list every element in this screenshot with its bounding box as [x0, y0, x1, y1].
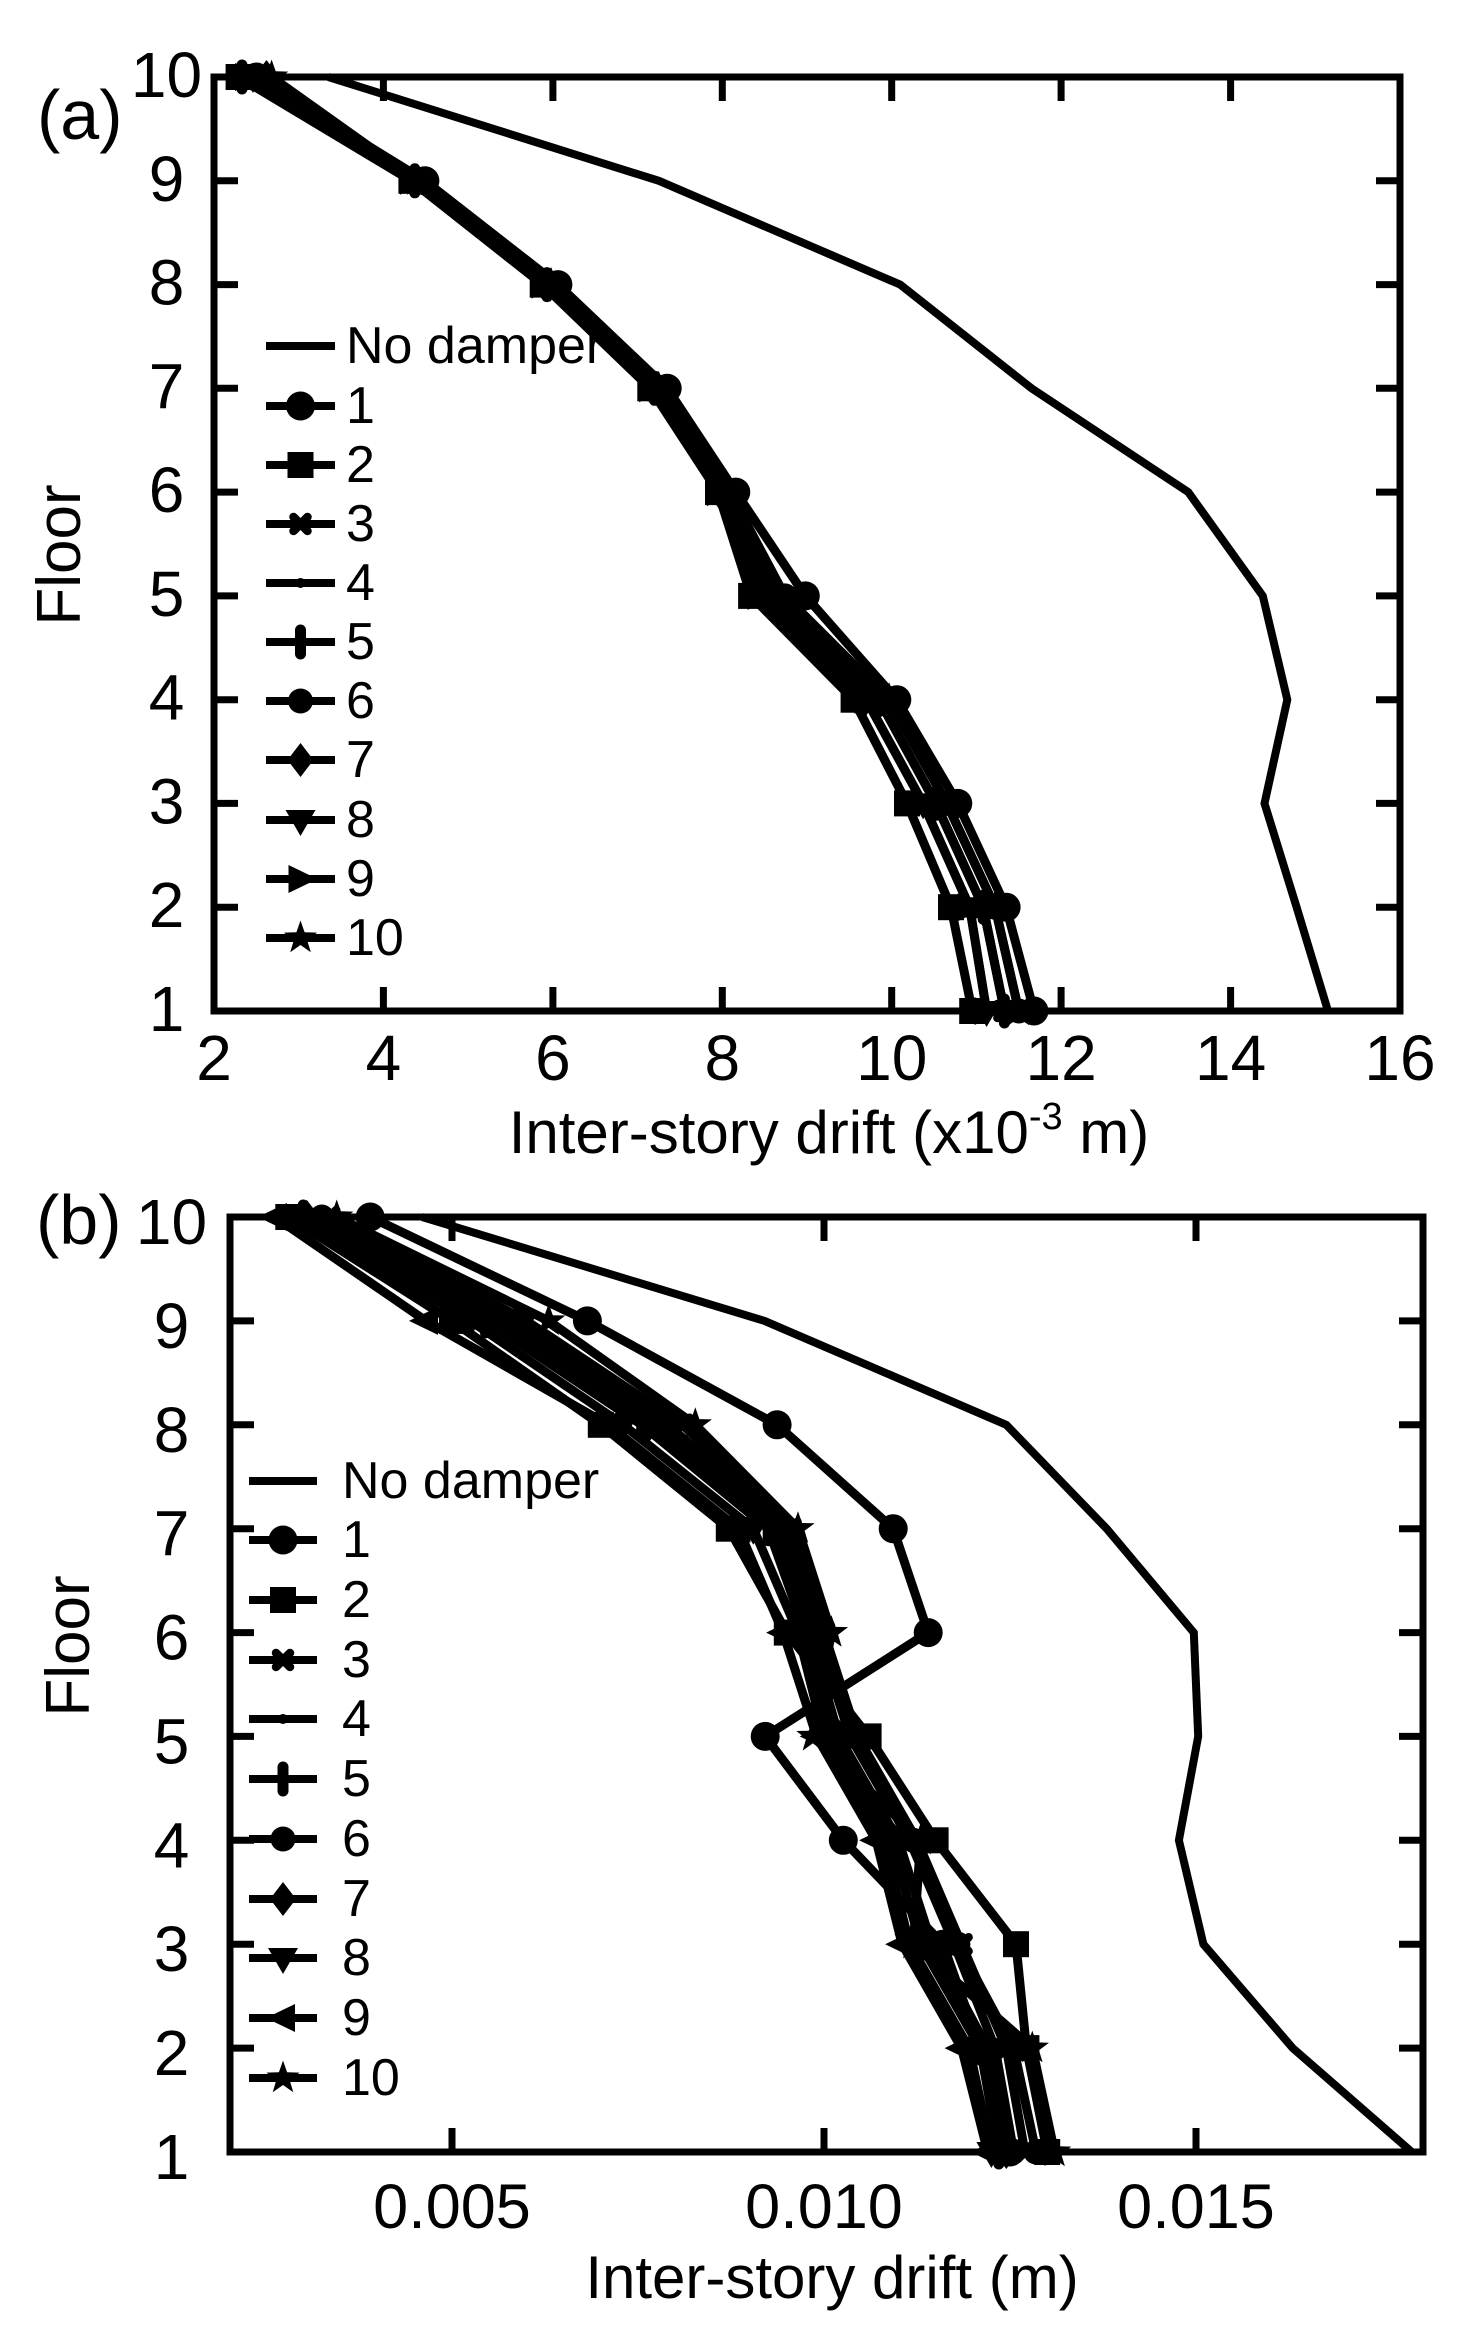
- svg-text:9: 9: [346, 850, 375, 908]
- svg-text:2: 2: [154, 2017, 190, 2089]
- svg-text:3: 3: [346, 495, 375, 553]
- svg-text:6: 6: [154, 1602, 190, 1674]
- svg-text:3: 3: [149, 765, 185, 837]
- svg-text:7: 7: [149, 350, 185, 422]
- svg-text:7: 7: [346, 731, 375, 789]
- svg-text:8: 8: [705, 1022, 741, 1094]
- svg-text:0.010: 0.010: [745, 2172, 903, 2242]
- svg-text:No damper: No damper: [346, 317, 603, 375]
- svg-text:5: 5: [346, 613, 375, 671]
- svg-text:(a): (a): [37, 76, 123, 154]
- svg-text:1: 1: [154, 2121, 190, 2193]
- svg-text:3: 3: [154, 1913, 190, 1985]
- svg-text:7: 7: [342, 1870, 371, 1928]
- svg-text:10: 10: [346, 909, 404, 967]
- svg-text:10: 10: [342, 2049, 400, 2107]
- svg-text:10: 10: [136, 1186, 207, 1258]
- svg-text:12: 12: [1026, 1022, 1097, 1094]
- svg-text:2: 2: [196, 1022, 232, 1094]
- svg-text:1: 1: [342, 1511, 371, 1569]
- svg-text:8: 8: [342, 1929, 371, 1987]
- svg-text:No damper: No damper: [342, 1452, 599, 1510]
- svg-text:6: 6: [346, 672, 375, 730]
- svg-text:8: 8: [154, 1394, 190, 1466]
- svg-text:Inter-story drift (m): Inter-story drift (m): [585, 2244, 1078, 2311]
- svg-text:0.015: 0.015: [1117, 2172, 1275, 2242]
- svg-text:0.005: 0.005: [373, 2172, 531, 2242]
- svg-text:2: 2: [342, 1571, 371, 1629]
- svg-text:5: 5: [154, 1705, 190, 1777]
- svg-text:5: 5: [342, 1750, 371, 1808]
- svg-text:9: 9: [154, 1290, 190, 1362]
- svg-text:6: 6: [535, 1022, 571, 1094]
- svg-text:9: 9: [342, 1989, 371, 2047]
- svg-text:4: 4: [149, 662, 185, 734]
- svg-text:4: 4: [366, 1022, 402, 1094]
- svg-text:8: 8: [149, 247, 185, 319]
- svg-text:3: 3: [342, 1631, 371, 1689]
- svg-text:(b): (b): [36, 1181, 122, 1259]
- svg-text:16: 16: [1364, 1022, 1435, 1094]
- svg-text:4: 4: [342, 1690, 371, 1748]
- svg-text:1: 1: [346, 377, 375, 435]
- svg-text:7: 7: [154, 1498, 190, 1570]
- svg-text:4: 4: [154, 1809, 190, 1881]
- svg-text:9: 9: [149, 143, 185, 215]
- svg-text:Floor: Floor: [34, 1575, 103, 1716]
- svg-text:6: 6: [342, 1810, 371, 1868]
- svg-text:10: 10: [856, 1022, 927, 1094]
- svg-text:1: 1: [149, 973, 185, 1045]
- svg-text:2: 2: [149, 869, 185, 941]
- svg-text:8: 8: [346, 791, 375, 849]
- svg-text:6: 6: [149, 454, 185, 526]
- svg-text:14: 14: [1195, 1022, 1266, 1094]
- svg-text:10: 10: [131, 39, 202, 111]
- svg-text:5: 5: [149, 558, 185, 630]
- svg-text:Floor: Floor: [25, 484, 94, 625]
- svg-text:4: 4: [346, 554, 375, 612]
- svg-text:2: 2: [346, 436, 375, 494]
